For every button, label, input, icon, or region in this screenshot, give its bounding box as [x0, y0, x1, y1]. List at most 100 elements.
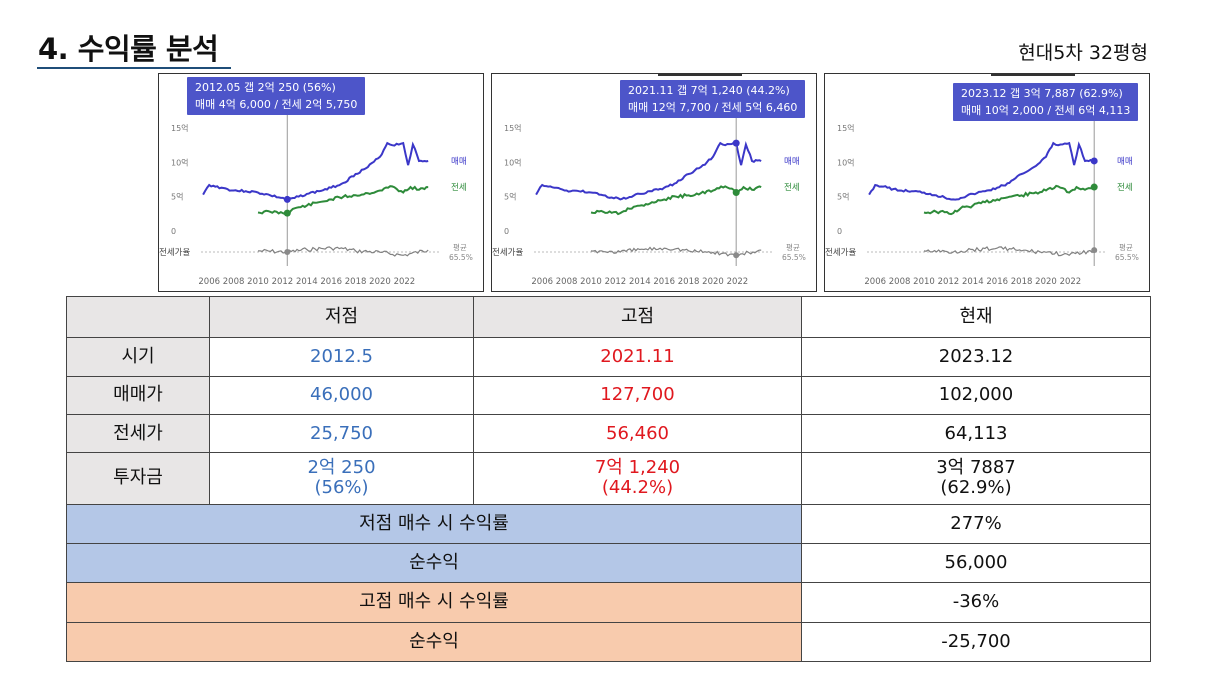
tooltip-line-2: 매매 12억 7,700 / 전세 5억 6,460 — [628, 101, 798, 114]
x-tick-label: 2018 — [345, 277, 367, 287]
high-investment-ratio: (44.2%) — [601, 477, 674, 499]
x-tick-label: 2008 — [889, 277, 911, 287]
title-underline — [37, 67, 231, 69]
x-tick-label: 2010 — [247, 277, 269, 287]
low-value: 25,750 — [209, 413, 474, 454]
header-low: 저점 — [209, 295, 474, 339]
chart-top-bar — [658, 74, 742, 76]
x-tick-label: 2012 — [605, 277, 627, 287]
tooltip-line-1: 2023.12 갭 3억 7,887 (62.9%) — [961, 87, 1123, 100]
ratio-series-line — [258, 246, 429, 257]
x-tick-label: 2010 — [580, 277, 602, 287]
x-tick-label: 2006 — [864, 277, 886, 287]
x-tick-label: 2018 — [678, 277, 700, 287]
ratio-marker-dot — [284, 249, 291, 255]
ratio-label: 전세가율 — [159, 247, 190, 258]
x-tick-label: 2014 — [296, 277, 318, 287]
row-label: 투자금 — [66, 452, 210, 505]
x-tick-label: 2012 — [938, 277, 960, 287]
current-investment-amount: 3억 7887 — [936, 457, 1016, 479]
chart-tooltip: 2023.12 갭 3억 7,887 (62.9%) 매매 10억 2,000 … — [953, 83, 1139, 121]
y-tick-label: 15억 — [171, 123, 189, 133]
low-value: 46,000 — [209, 375, 474, 415]
x-tick-label: 2010 — [913, 277, 935, 287]
average-label: 평균 — [786, 242, 800, 252]
x-tick-label: 2022 — [1060, 277, 1082, 287]
ratio-label: 전세가율 — [492, 247, 523, 258]
tooltip-line-2: 매매 10억 2,000 / 전세 6억 4,113 — [961, 104, 1131, 117]
tooltip-line-2: 매매 4억 6,000 / 전세 2억 5,750 — [195, 98, 358, 111]
average-value: 65.5% — [449, 253, 473, 262]
row-label: 매매가 — [66, 375, 210, 415]
row-label: 시기 — [66, 337, 210, 377]
jeonse-marker-dot — [283, 209, 291, 217]
x-tick-label: 2022 — [394, 277, 416, 287]
summary-label: 순수익 — [66, 542, 802, 584]
summary-label: 순수익 — [66, 621, 802, 663]
chart-top-bar — [991, 74, 1075, 76]
price-chart-current: 15억 10억 5억 0 2006 2008 2010 2012 2014 2016 2018 202… — [824, 73, 1150, 292]
low-investment-ratio: (56%) — [314, 477, 369, 499]
return-analysis-table: 저점 고점 현재 시기 2012.5 2021.11 2023.12 매매가 4… — [66, 295, 1151, 663]
x-tick-label: 2022 — [727, 277, 749, 287]
y-tick-label: 10억 — [171, 157, 189, 167]
summary-value: 277% — [801, 503, 1151, 545]
sale-marker-dot — [283, 195, 291, 203]
high-investment: 7억 1,240 (44.2%) — [473, 452, 802, 505]
price-chart-low: 15억 10억 5억 0 2006 2008 2010 2012 2014 2016 2018 202… — [158, 73, 484, 292]
table-row: 전세가 25,750 56,460 64,113 — [66, 413, 1151, 454]
table-row: 투자금 2억 250 (56%) 7억 1,240 (44.2%) 3억 788… — [66, 452, 1151, 505]
y-tick-label: 0 — [171, 227, 176, 236]
legend-jeonse: 전세 — [784, 182, 800, 193]
average-label: 평균 — [1119, 242, 1133, 252]
high-investment-amount: 7억 1,240 — [594, 457, 681, 479]
high-value: 127,700 — [473, 375, 802, 415]
x-tick-label: 2020 — [702, 277, 724, 287]
tooltip-line-1: 2021.11 갭 7억 1,240 (44.2%) — [628, 84, 790, 97]
legend-sale: 매매 — [784, 157, 800, 167]
x-tick-label: 2016 — [986, 277, 1008, 287]
x-tick-label: 2020 — [1035, 277, 1057, 287]
low-investment-amount: 2억 250 — [307, 457, 376, 479]
high-value: 56,460 — [473, 413, 802, 454]
x-tick-label: 2014 — [629, 277, 651, 287]
jeonse-marker-dot — [1090, 183, 1098, 191]
current-value: 64,113 — [801, 413, 1151, 454]
chart-tooltip: 2012.05 갭 2억 250 (56%) 매매 4억 6,000 / 전세 … — [187, 77, 366, 115]
current-value: 102,000 — [801, 375, 1151, 415]
ratio-marker-dot — [733, 252, 740, 259]
x-tick-label: 2008 — [223, 277, 245, 287]
page-subtitle: 현대5차 32평형 — [1018, 42, 1148, 64]
current-investment-ratio: (62.9%) — [940, 477, 1012, 499]
x-tick-label: 2006 — [198, 277, 220, 287]
tooltip-line-1: 2012.05 갭 2억 250 (56%) — [195, 81, 336, 94]
x-tick-label: 2018 — [1011, 277, 1033, 287]
ratio-label: 전세가율 — [825, 247, 856, 258]
y-tick-label: 0 — [504, 227, 509, 236]
x-tick-label: 2016 — [653, 277, 675, 287]
low-investment: 2억 250 (56%) — [209, 452, 474, 505]
ratio-series-line — [923, 246, 1095, 257]
jeonse-series-line — [257, 185, 429, 216]
legend-sale: 매매 — [451, 157, 467, 167]
y-tick-label: 5억 — [837, 192, 849, 202]
table-row: 매매가 46,000 127,700 102,000 — [66, 375, 1151, 415]
sale-series-line — [202, 141, 429, 201]
current-investment: 3억 7887 (62.9%) — [801, 452, 1151, 505]
x-tick-label: 2012 — [272, 277, 294, 287]
low-value: 2012.5 — [209, 337, 474, 377]
jeonse-series-line — [923, 184, 1095, 216]
y-tick-label: 15억 — [837, 123, 855, 133]
summary-row: 순수익 56,000 — [66, 542, 1151, 584]
header-high: 고점 — [473, 295, 802, 339]
x-tick-label: 2014 — [962, 277, 984, 287]
summary-value: -36% — [801, 582, 1151, 623]
legend-sale: 매매 — [1117, 157, 1133, 167]
table-row: 시기 2012.5 2021.11 2023.12 — [66, 337, 1151, 377]
summary-value: -25,700 — [801, 621, 1151, 663]
y-tick-label: 15억 — [504, 123, 522, 133]
x-tick-label: 2016 — [320, 277, 342, 287]
ratio-series-line — [590, 246, 762, 257]
